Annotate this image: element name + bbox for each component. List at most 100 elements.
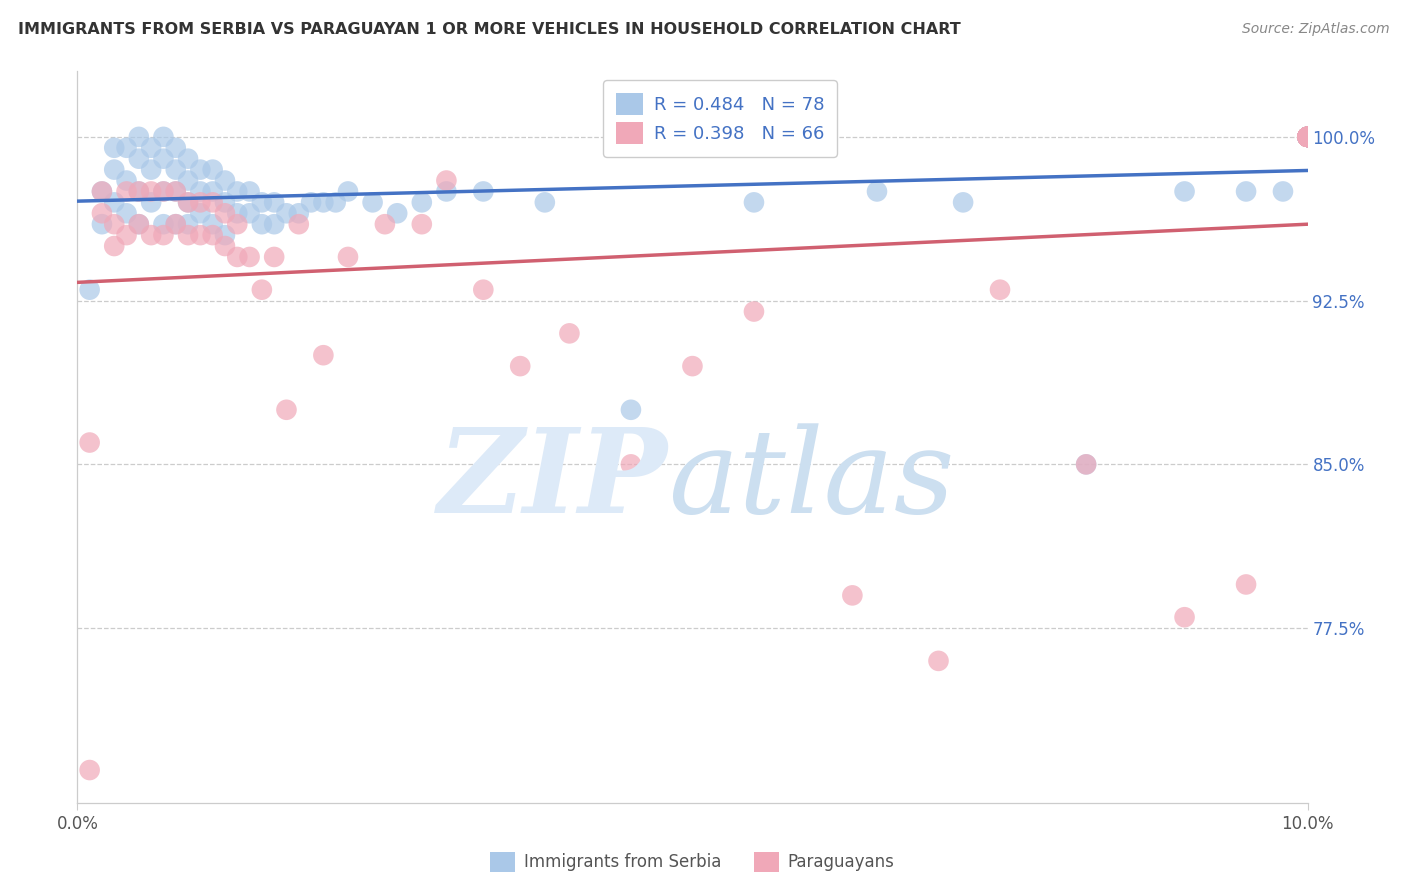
Point [1076, 458, 1098, 472]
Point [276, 402, 298, 417]
Point [534, 195, 557, 210]
Point [79, 763, 101, 777]
Point [188, 162, 212, 177]
Legend: Immigrants from Serbia, Paraguayans: Immigrants from Serbia, Paraguayans [484, 845, 901, 879]
Point [177, 217, 200, 231]
Point [152, 152, 174, 166]
Point [436, 185, 458, 199]
Point [1076, 458, 1098, 472]
Point [141, 195, 163, 210]
Point [263, 217, 285, 231]
Point [385, 206, 409, 220]
Point [411, 195, 433, 210]
Point [226, 206, 249, 220]
Point [188, 228, 212, 243]
Point [1296, 129, 1319, 144]
Point [866, 185, 889, 199]
Point [103, 162, 125, 177]
Point [90, 206, 114, 220]
Point [263, 195, 285, 210]
Point [1296, 129, 1319, 144]
Point [214, 228, 236, 243]
Point [103, 195, 125, 210]
Point [1296, 129, 1319, 144]
Point [742, 195, 765, 210]
Point [1234, 185, 1257, 199]
Point [239, 206, 262, 220]
Point [1296, 129, 1319, 144]
Point [128, 185, 150, 199]
Point [1174, 185, 1197, 199]
Point [1296, 129, 1319, 144]
Point [1174, 610, 1197, 624]
Point [177, 152, 200, 166]
Point [128, 185, 150, 199]
Point [152, 185, 174, 199]
Point [90, 217, 114, 231]
Point [177, 195, 200, 210]
Point [1296, 129, 1319, 144]
Point [299, 195, 322, 210]
Point [1296, 129, 1319, 144]
Point [1272, 185, 1295, 199]
Point [201, 195, 224, 210]
Point [103, 217, 125, 231]
Point [90, 185, 114, 199]
Point [177, 195, 200, 210]
Point [115, 173, 138, 187]
Point [201, 217, 224, 231]
Point [250, 195, 273, 210]
Point [1296, 129, 1319, 144]
Point [337, 250, 360, 264]
Point [1296, 129, 1319, 144]
Point [115, 141, 138, 155]
Point [1296, 129, 1319, 144]
Point [188, 185, 212, 199]
Point [141, 162, 163, 177]
Point [558, 326, 581, 341]
Point [1296, 129, 1319, 144]
Point [214, 206, 236, 220]
Point [115, 228, 138, 243]
Point [841, 588, 863, 602]
Point [250, 283, 273, 297]
Point [103, 141, 125, 155]
Point [952, 195, 974, 210]
Point [988, 283, 1011, 297]
Point [742, 304, 765, 318]
Point [682, 359, 704, 373]
Point [276, 206, 298, 220]
Point [1296, 129, 1319, 144]
Text: atlas: atlas [668, 424, 955, 539]
Point [201, 162, 224, 177]
Point [226, 250, 249, 264]
Point [1296, 129, 1319, 144]
Point [152, 185, 174, 199]
Point [509, 359, 531, 373]
Point [128, 217, 150, 231]
Point [1296, 129, 1319, 144]
Point [115, 206, 138, 220]
Point [165, 217, 187, 231]
Point [472, 185, 495, 199]
Point [1296, 129, 1319, 144]
Point [263, 250, 285, 264]
Point [472, 283, 495, 297]
Point [239, 185, 262, 199]
Point [1296, 129, 1319, 144]
Point [214, 173, 236, 187]
Point [226, 217, 249, 231]
Point [79, 435, 101, 450]
Point [177, 228, 200, 243]
Point [312, 348, 335, 362]
Point [165, 141, 187, 155]
Point [1296, 129, 1319, 144]
Point [201, 228, 224, 243]
Point [141, 141, 163, 155]
Point [312, 195, 335, 210]
Point [214, 195, 236, 210]
Point [1296, 129, 1319, 144]
Point [374, 217, 396, 231]
Point [201, 185, 224, 199]
Point [361, 195, 384, 210]
